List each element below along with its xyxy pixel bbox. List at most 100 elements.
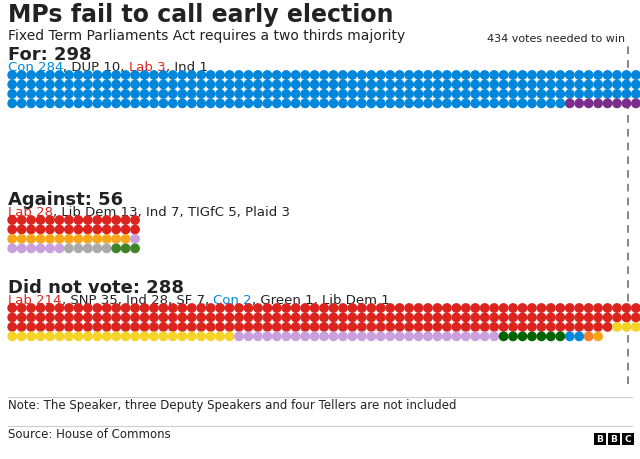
FancyBboxPatch shape (608, 433, 620, 445)
Circle shape (461, 90, 470, 98)
Circle shape (396, 71, 404, 79)
Circle shape (36, 235, 45, 243)
Circle shape (65, 304, 73, 312)
Circle shape (169, 71, 177, 79)
Circle shape (84, 332, 92, 341)
Circle shape (537, 99, 546, 107)
Circle shape (235, 323, 243, 331)
Circle shape (150, 323, 158, 331)
Circle shape (27, 244, 35, 252)
Circle shape (481, 99, 489, 107)
Circle shape (235, 304, 243, 312)
Circle shape (8, 323, 17, 331)
Circle shape (65, 225, 73, 234)
Circle shape (65, 90, 73, 98)
Circle shape (358, 99, 366, 107)
Circle shape (131, 313, 140, 322)
Circle shape (291, 90, 300, 98)
Circle shape (301, 323, 309, 331)
Circle shape (46, 323, 54, 331)
Circle shape (575, 80, 584, 89)
Circle shape (197, 80, 205, 89)
Circle shape (36, 80, 45, 89)
Circle shape (253, 332, 262, 341)
Circle shape (122, 244, 130, 252)
Circle shape (253, 313, 262, 322)
Circle shape (169, 99, 177, 107)
Circle shape (36, 225, 45, 234)
Circle shape (8, 71, 17, 79)
Circle shape (518, 80, 527, 89)
Circle shape (65, 313, 73, 322)
Circle shape (55, 332, 63, 341)
Circle shape (46, 313, 54, 322)
Circle shape (112, 80, 120, 89)
Circle shape (36, 244, 45, 252)
Circle shape (632, 71, 640, 79)
Circle shape (367, 332, 376, 341)
Circle shape (36, 332, 45, 341)
Circle shape (235, 99, 243, 107)
Circle shape (36, 90, 45, 98)
Circle shape (84, 90, 92, 98)
Circle shape (452, 332, 461, 341)
Circle shape (594, 90, 602, 98)
Circle shape (131, 90, 140, 98)
Circle shape (46, 90, 54, 98)
Circle shape (452, 99, 461, 107)
Circle shape (197, 99, 205, 107)
Circle shape (74, 71, 83, 79)
Circle shape (518, 304, 527, 312)
Circle shape (122, 332, 130, 341)
Circle shape (291, 99, 300, 107)
Circle shape (424, 323, 432, 331)
Circle shape (490, 99, 499, 107)
Circle shape (376, 313, 385, 322)
Circle shape (575, 323, 584, 331)
Circle shape (443, 90, 451, 98)
Circle shape (528, 71, 536, 79)
Circle shape (556, 80, 564, 89)
Circle shape (235, 90, 243, 98)
Circle shape (320, 99, 328, 107)
Text: , DUP 10,: , DUP 10, (63, 61, 129, 74)
Circle shape (358, 313, 366, 322)
Circle shape (499, 90, 508, 98)
Circle shape (509, 332, 517, 341)
Circle shape (55, 99, 63, 107)
Circle shape (575, 99, 584, 107)
Circle shape (594, 99, 602, 107)
FancyBboxPatch shape (622, 433, 634, 445)
Circle shape (584, 71, 593, 79)
Circle shape (622, 99, 630, 107)
Circle shape (55, 225, 63, 234)
Circle shape (65, 244, 73, 252)
Circle shape (604, 90, 612, 98)
Circle shape (566, 80, 574, 89)
Circle shape (556, 90, 564, 98)
Circle shape (112, 90, 120, 98)
Circle shape (263, 332, 271, 341)
Circle shape (65, 71, 73, 79)
Circle shape (282, 90, 291, 98)
Circle shape (84, 235, 92, 243)
Circle shape (244, 304, 253, 312)
Circle shape (74, 225, 83, 234)
Circle shape (159, 332, 168, 341)
Circle shape (93, 313, 102, 322)
Circle shape (225, 313, 234, 322)
Circle shape (188, 304, 196, 312)
Circle shape (112, 313, 120, 322)
Circle shape (339, 71, 347, 79)
Circle shape (178, 99, 186, 107)
Circle shape (263, 80, 271, 89)
Circle shape (509, 304, 517, 312)
Circle shape (112, 216, 120, 224)
Circle shape (376, 80, 385, 89)
Circle shape (178, 71, 186, 79)
Circle shape (169, 323, 177, 331)
Circle shape (566, 304, 574, 312)
Circle shape (376, 90, 385, 98)
Circle shape (376, 304, 385, 312)
Circle shape (509, 323, 517, 331)
